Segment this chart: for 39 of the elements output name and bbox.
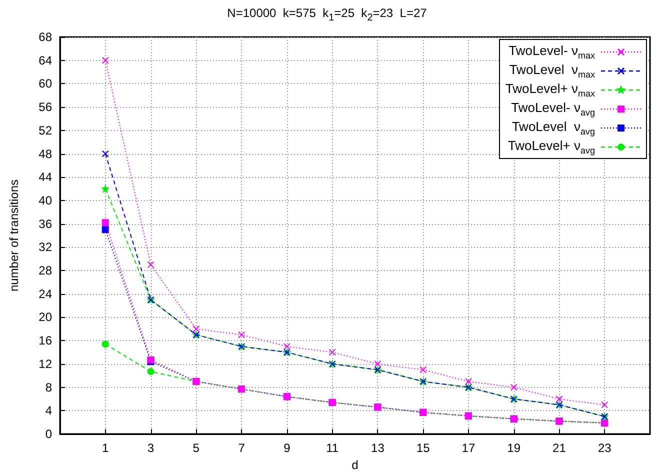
x-tick-label: 13 bbox=[371, 441, 385, 455]
x-tick-label: 5 bbox=[192, 441, 200, 455]
y-tick-label: 32 bbox=[38, 240, 52, 254]
y-axis-title: number of transitions bbox=[7, 179, 21, 292]
y-tick-label: 4 bbox=[45, 404, 52, 418]
y-tick-label: 28 bbox=[38, 264, 52, 278]
x-tick-label: 19 bbox=[507, 441, 521, 455]
y-tick-label: 56 bbox=[38, 100, 52, 114]
y-tick-label: 8 bbox=[45, 380, 52, 394]
y-tick-label: 68 bbox=[38, 30, 52, 44]
y-tick-label: 36 bbox=[38, 216, 52, 231]
legend-label: TwoLevel+ ν$_{avg}$ bbox=[508, 138, 595, 156]
y-tick-label: 0 bbox=[45, 427, 52, 441]
y-tick-label: 52 bbox=[38, 123, 52, 138]
x-tick-label: 23 bbox=[598, 441, 612, 455]
y-tick-label: 60 bbox=[38, 76, 52, 91]
x-tick-label: 17 bbox=[462, 441, 476, 455]
x-tick-label: 15 bbox=[416, 441, 430, 455]
y-tick-label: 40 bbox=[38, 193, 52, 208]
legend-label: TwoLevel+ ν$_{max}$ bbox=[505, 80, 595, 98]
y-tick-label: 48 bbox=[38, 146, 52, 161]
y-tick-label: 64 bbox=[38, 53, 52, 68]
x-tick-label: 21 bbox=[552, 441, 566, 455]
x-tick-label: 1 bbox=[102, 441, 110, 455]
x-axis-title: d bbox=[352, 458, 358, 472]
x-tick-label: 3 bbox=[147, 441, 154, 455]
legend-label: TwoLevel- ν$_{max}$ bbox=[508, 42, 595, 60]
legend-label: TwoLevel ν$_{max}$ bbox=[509, 62, 595, 80]
x-tick-label: 7 bbox=[238, 441, 246, 455]
x-tick-label: 9 bbox=[284, 441, 291, 455]
legend-label: TwoLevel- ν$_{avg}$ bbox=[511, 100, 595, 118]
x-tick-label: 11 bbox=[326, 441, 339, 455]
y-tick-label: 20 bbox=[38, 310, 52, 324]
y-tick-label: 44 bbox=[38, 170, 52, 184]
legend-label: TwoLevel ν$_{avg}$ bbox=[512, 118, 595, 136]
y-tick-label: 12 bbox=[38, 356, 52, 371]
y-tick-label: 16 bbox=[38, 334, 52, 348]
y-tick-label: 24 bbox=[38, 286, 52, 301]
chart-title: N=10000 k=575 k$_{1}$=25 k$_{2}$=23 L=27 bbox=[226, 6, 428, 24]
